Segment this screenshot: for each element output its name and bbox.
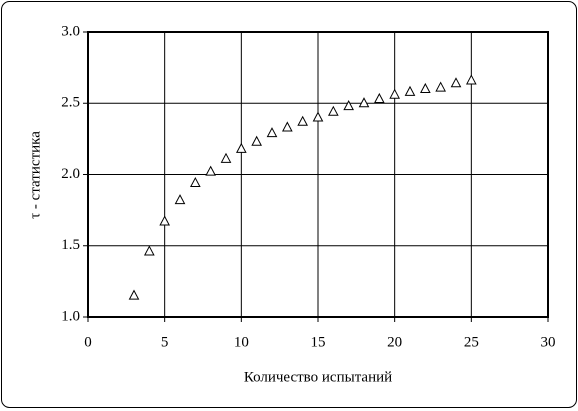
x-tick-label: 30 <box>541 334 556 350</box>
data-point <box>435 81 446 92</box>
data-point <box>220 152 232 163</box>
x-tick-label: 0 <box>84 334 92 350</box>
data-point <box>297 115 308 126</box>
data-point <box>389 88 400 99</box>
data-point <box>404 85 416 96</box>
y-tick-label: 3.0 <box>61 23 80 39</box>
x-tick-label: 15 <box>311 334 326 350</box>
plot-frame <box>87 31 549 318</box>
data-point <box>128 289 140 300</box>
data-point <box>450 77 462 88</box>
data-point <box>251 135 262 146</box>
data-point <box>374 92 385 103</box>
data-point <box>236 142 247 153</box>
x-tick-label: 25 <box>464 334 479 350</box>
data-point <box>466 74 477 85</box>
data-point <box>159 215 170 226</box>
y-tick-label: 1.0 <box>61 308 80 324</box>
x-tick-label: 5 <box>161 334 169 350</box>
data-point <box>282 121 293 132</box>
x-axis-label: Количество испытаний <box>244 369 392 385</box>
data-point <box>328 105 339 116</box>
data-point <box>420 82 431 93</box>
data-point <box>266 127 278 138</box>
data-point <box>312 111 324 122</box>
x-tick-label: 10 <box>234 334 249 350</box>
data-point <box>190 176 201 188</box>
y-tick-label: 2.5 <box>61 95 80 111</box>
data-point <box>174 194 186 205</box>
data-point <box>205 165 216 176</box>
x-tick-label: 20 <box>387 334 402 350</box>
data-point <box>358 97 370 108</box>
y-tick-label: 2.0 <box>61 166 80 182</box>
y-tick-label: 1.5 <box>61 237 80 253</box>
data-point <box>343 100 354 111</box>
y-axis-label: τ - статистика <box>27 131 43 219</box>
data-point <box>144 245 155 256</box>
